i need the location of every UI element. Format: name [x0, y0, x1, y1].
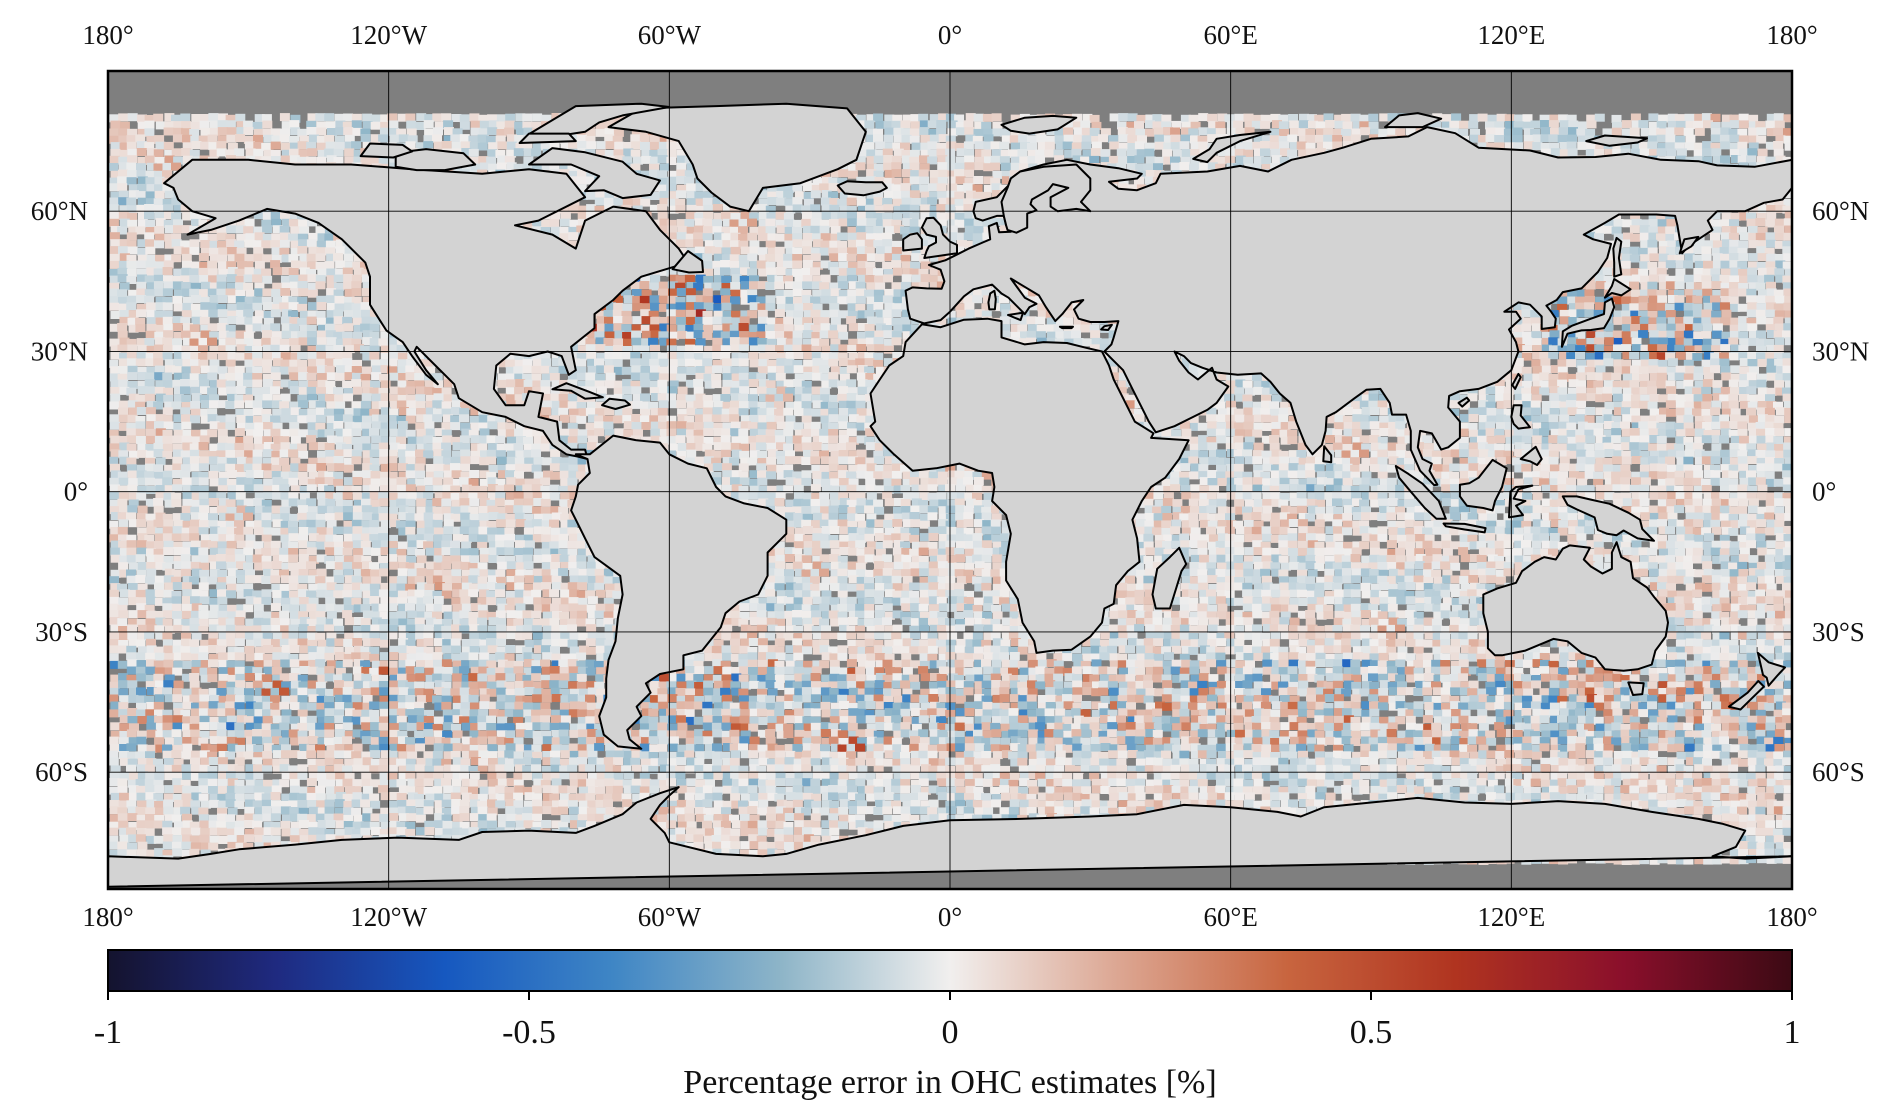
land-new-zealand-south — [1727, 680, 1765, 711]
land-tasmania — [1627, 681, 1645, 696]
left-lat-label: 30°S — [35, 617, 88, 647]
map-frame — [106, 69, 1794, 891]
top-lon-label: 180° — [82, 20, 133, 50]
land-new-siberian-islands — [1585, 134, 1648, 147]
land-japan-hokkaido — [1603, 278, 1632, 299]
land-great-britain — [920, 216, 958, 259]
land-sulawesi — [1508, 484, 1534, 519]
land-north-america — [163, 158, 689, 460]
left-lat-label: 60°S — [35, 757, 88, 787]
land-new-zealand-north — [1756, 651, 1786, 687]
land-sakhalin — [1612, 236, 1623, 278]
bottom-lon-label: 120°W — [350, 902, 427, 932]
land-cuba — [551, 382, 604, 400]
right-lat-label: 30°S — [1812, 617, 1865, 647]
colorbar-tick-label: 1 — [1784, 1014, 1801, 1051]
top-lon-label: 60°E — [1204, 20, 1258, 50]
land-philippines-luzon — [1510, 404, 1531, 430]
right-lat-label: 30°N — [1812, 336, 1869, 366]
colorbar-tick-label: 0.5 — [1350, 1014, 1393, 1051]
land-ellesmere-island — [528, 102, 671, 136]
bottom-lon-label: 0° — [938, 902, 962, 932]
land-kamchatka-tip — [1678, 235, 1700, 255]
land-greenland — [607, 102, 867, 213]
colorbar-gradient — [107, 949, 1793, 992]
land-borneo — [1458, 458, 1508, 512]
right-lat-label: 60°S — [1812, 757, 1865, 787]
land-ireland — [902, 232, 923, 252]
land-south-america — [570, 434, 788, 750]
land-banks-island — [359, 142, 414, 159]
map-gridlines — [108, 71, 1792, 889]
land-crete — [1058, 325, 1074, 330]
colorbar-tick-label: -1 — [94, 1014, 122, 1051]
land-sumatra — [1394, 465, 1447, 520]
land-cyprus — [1100, 323, 1113, 331]
land-novaya-zemlya — [1192, 130, 1272, 164]
top-lon-label: 180° — [1766, 20, 1817, 50]
land-sicily — [1007, 311, 1024, 322]
top-lon-label: 60°W — [638, 20, 702, 50]
left-lat-label: 60°N — [31, 196, 88, 226]
colorbar-tick-label: 0 — [942, 1014, 959, 1051]
top-lon-label: 120°W — [350, 20, 427, 50]
land-australia — [1482, 541, 1669, 672]
land-sardinia-corsica — [987, 289, 997, 311]
map-axis-labels: 180° 180° 120°W 120°W 60°W 60°W 0° 0° 60°E 60°E 12… — [31, 20, 1870, 932]
bottom-lon-label: 60°E — [1204, 902, 1258, 932]
land-hispaniola — [601, 397, 631, 410]
bottom-lon-label: 180° — [1766, 902, 1817, 932]
land-scandinavia-fix — [1000, 163, 1092, 234]
land-svalbard — [1000, 114, 1078, 135]
land-philippines-mindanao — [1519, 445, 1543, 466]
land-japan-honshu — [1560, 297, 1616, 348]
colorbar-ticks: -1 -0.5 0 0.5 1 — [94, 991, 1801, 1051]
land-newfoundland — [671, 250, 704, 274]
left-lat-label: 30°N — [31, 336, 88, 366]
bottom-lon-label: 60°W — [638, 902, 702, 932]
bottom-lon-label: 120°E — [1477, 902, 1545, 932]
land-sri-lanka — [1322, 445, 1333, 464]
land-madagascar — [1151, 546, 1188, 610]
land-new-guinea — [1561, 495, 1655, 542]
land-iceland — [836, 180, 888, 197]
land-java — [1442, 522, 1487, 534]
left-lat-label: 0° — [64, 477, 88, 507]
land-hainan — [1457, 396, 1471, 408]
colorbar-title: Percentage error in OHC estimates [%] — [683, 1064, 1216, 1101]
land-baffin-island — [528, 147, 661, 200]
map-panel — [106, 69, 1794, 891]
land-taiwan — [1511, 372, 1522, 390]
colorbar-tick-label: -0.5 — [502, 1014, 556, 1051]
top-lon-label: 0° — [938, 20, 962, 50]
land-eurasia — [904, 126, 1792, 487]
bottom-lon-label: 180° — [82, 902, 133, 932]
right-lat-label: 0° — [1812, 477, 1836, 507]
top-lon-label: 120°E — [1477, 20, 1545, 50]
colorbar: -1 -0.5 0 0.5 1 Percentage error in OHC esti… — [94, 949, 1801, 1101]
land-severnaya-zemlya — [1384, 112, 1443, 129]
land-masses — [108, 102, 1792, 888]
right-lat-label: 60°N — [1812, 196, 1869, 226]
land-devon-island — [518, 132, 577, 144]
